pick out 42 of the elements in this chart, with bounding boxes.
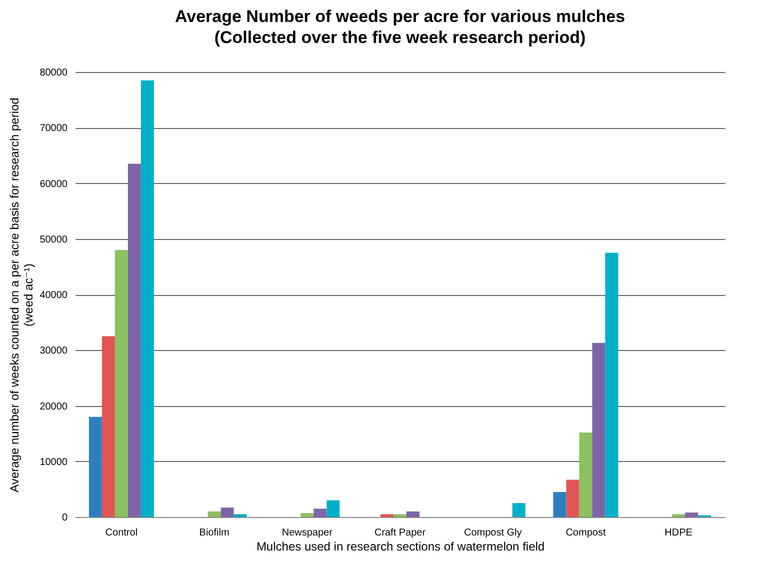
bar [234, 514, 247, 517]
bar [592, 342, 606, 517]
y-tick-label: 20000 [40, 401, 68, 412]
y-tick-label: 70000 [40, 123, 68, 134]
chart-subtitle: (Collected over the five week research period) [214, 28, 586, 47]
x-tick-label: Craft Paper [374, 528, 426, 538]
x-tick-label: HDPE [664, 528, 693, 538]
x-tick-label: Biofilm [199, 528, 230, 538]
bar [605, 252, 618, 517]
bar [114, 250, 128, 517]
bar [394, 514, 406, 517]
y-tick-label: 10000 [40, 456, 68, 468]
bar [314, 508, 327, 517]
bar [128, 164, 141, 517]
bar [220, 508, 234, 517]
bar [326, 500, 340, 517]
y-tick-label: 40000 [40, 290, 68, 301]
chart-title: Average Number of weeds per acre for various mulches [174, 7, 626, 26]
x-tick-label: Control [105, 528, 138, 538]
bar [579, 432, 592, 517]
y-tick-label: 50000 [40, 234, 68, 246]
x-tick-label: Compost [566, 528, 606, 538]
y-tick-label: 60000 [40, 178, 68, 190]
bar [406, 511, 420, 517]
bar [512, 503, 526, 517]
x-tick-label: Compost Gly [464, 528, 522, 538]
bar [566, 480, 580, 517]
bar [685, 512, 698, 517]
y-tick-label: 0 [62, 512, 68, 524]
bar [300, 513, 314, 517]
bar [102, 336, 115, 517]
bar [208, 511, 221, 517]
bar [672, 514, 686, 517]
y-axis-title: Average number of weeks counted on a per acre basis for research period (weed ac⁻¹) [8, 98, 36, 492]
bar [380, 514, 394, 517]
y-tick-label: 30000 [40, 346, 68, 357]
x-tick-label: Newspaper [282, 528, 334, 538]
bar [88, 416, 102, 517]
bar [553, 492, 566, 517]
x-axis-title: Mulches used in research sections of watermelon field [256, 540, 545, 554]
y-tick-label: 80000 [40, 68, 68, 78]
bar [140, 80, 154, 517]
